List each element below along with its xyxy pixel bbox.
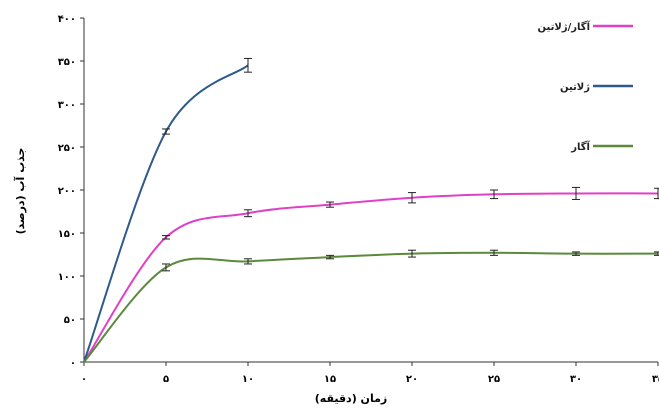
y-tick-label: ۰ xyxy=(70,358,76,369)
x-tick-label: ۳۵ xyxy=(652,374,659,385)
x-tick-label: ۰ xyxy=(81,374,87,385)
y-tick-label: ۵۰ xyxy=(64,315,76,326)
y-tick-label: ۲۰۰ xyxy=(58,186,76,197)
series-1 xyxy=(83,186,659,363)
y-tick-label: ۴۰۰ xyxy=(58,14,76,25)
legend-label: آگار/ژلاتین xyxy=(538,20,591,33)
legend: آگار/ژلاتین ژلاتین آگار xyxy=(538,20,633,153)
series-line xyxy=(83,192,659,363)
legend-label: آگار xyxy=(570,140,590,153)
y-tick-label: ۱۵۰ xyxy=(58,229,76,240)
x-axis-title: زمان (دقیقه) xyxy=(315,392,387,405)
x-tick-label: ۲۵ xyxy=(488,374,500,385)
series-2 xyxy=(83,57,252,363)
y-tick-label: ۱۰۰ xyxy=(58,272,76,283)
x-tick-label: ۵ xyxy=(163,374,169,385)
series-line xyxy=(83,251,659,363)
series-line xyxy=(83,64,249,363)
x-tick-label: ۲۰ xyxy=(406,374,418,385)
series-3 xyxy=(83,249,659,363)
y-tick-label: ۳۰۰ xyxy=(58,100,76,111)
y-axis-title: جذب آب (درصد) xyxy=(13,148,27,235)
x-tick-label: ۳۰ xyxy=(570,374,582,385)
legend-label: ژلاتین xyxy=(560,82,590,93)
x-tick-label: ۱۵ xyxy=(324,374,336,385)
y-tick-label: ۳۵۰ xyxy=(58,57,76,68)
y-tick-label: ۲۵۰ xyxy=(58,143,76,154)
x-tick-label: ۱۰ xyxy=(242,374,254,385)
axes: ۰ ۵۰ ۱۰۰ ۱۵۰ ۲۰۰ ۲۵۰ ۳۰۰ ۳۵۰ ۴۰۰ ۰ ۵ ۱۰ ۱۵ ۲۰ ۲۵ ۳۰ ۳۵ xyxy=(58,14,659,385)
series-layer xyxy=(83,57,659,363)
